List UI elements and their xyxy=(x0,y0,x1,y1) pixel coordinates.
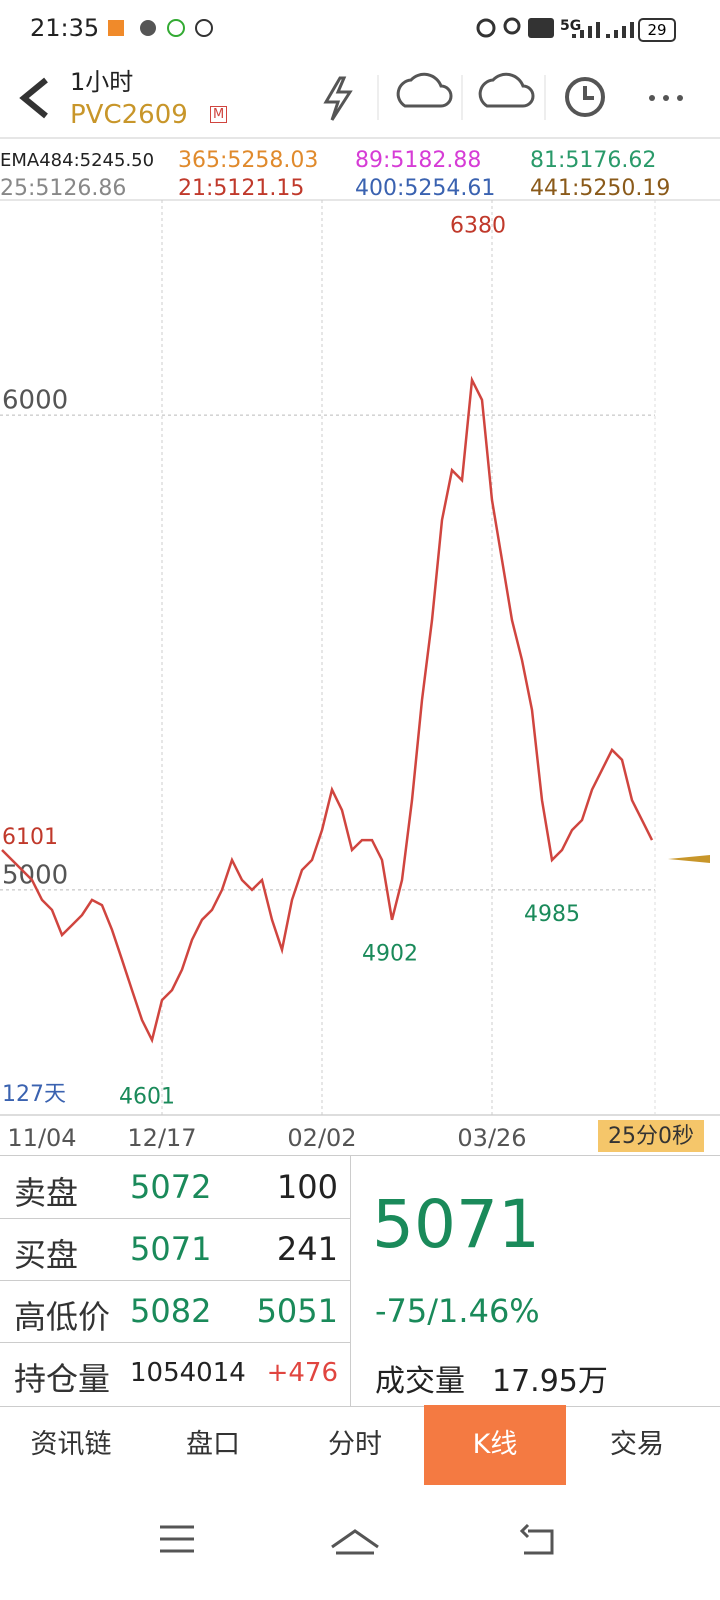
y-tick-label: 6000 xyxy=(2,386,68,416)
tab[interactable]: 分时 xyxy=(328,1429,382,1460)
row-value: 5051 xyxy=(256,1292,338,1330)
nav-bar xyxy=(160,1523,554,1555)
signal-icon xyxy=(606,22,634,38)
back-button[interactable] xyxy=(19,77,48,119)
x-tick-label: 12/17 xyxy=(127,1124,196,1152)
hd-icon xyxy=(528,18,554,38)
extreme-label: 6380 xyxy=(450,214,506,239)
indicator-label: 81:5176.62 xyxy=(530,148,656,173)
chart: EMA484:5245.50 365:5258.03 89:5182.88 81:51… xyxy=(0,148,720,1152)
row-label: 高低价 xyxy=(14,1298,111,1336)
tab[interactable]: 交易 xyxy=(610,1429,664,1460)
tab[interactable]: 盘口 xyxy=(186,1429,240,1460)
volume: 17.95万 xyxy=(492,1364,608,1399)
app-icon xyxy=(195,19,213,37)
clock: 21:35 xyxy=(30,14,100,42)
note-label: 127天 xyxy=(2,1082,66,1107)
indicator-label: 441:5250.19 xyxy=(530,176,670,201)
tab-active[interactable]: K线 xyxy=(424,1405,566,1485)
menu-button[interactable] xyxy=(160,1525,194,1553)
divider xyxy=(350,1156,351,1406)
row-value: 1054014 xyxy=(130,1358,246,1388)
more-dot[interactable] xyxy=(649,95,655,101)
symbol: PVC2609 xyxy=(70,100,188,130)
quote-row: 高低价 5082 5051 xyxy=(0,1280,350,1343)
extreme-label: 4902 xyxy=(362,941,418,966)
row-label: 卖盘 xyxy=(14,1174,79,1212)
last-price-marker xyxy=(668,855,710,863)
indicator-label: 25:5126.86 xyxy=(0,176,126,201)
row-label: 买盘 xyxy=(14,1236,79,1274)
countdown-box xyxy=(598,1120,704,1152)
clock-hand xyxy=(583,86,594,100)
cloud-icon[interactable] xyxy=(396,72,453,108)
indicator-label: 365:5258.03 xyxy=(178,148,318,173)
change: -75/1.46% xyxy=(375,1292,540,1330)
signal-icon xyxy=(572,22,600,38)
row-value: +476 xyxy=(266,1358,338,1388)
quote-panel: 卖盘 5072 100 买盘 5071 241 高低价 5082 5051 持仓量 10540… xyxy=(0,1155,720,1407)
header-icons xyxy=(0,17,720,139)
indicator-label: 400:5254.61 xyxy=(355,176,495,201)
clock-icon[interactable] xyxy=(565,77,605,117)
row-label: 持仓量 xyxy=(14,1360,111,1398)
quote-row: 买盘 5071 241 xyxy=(0,1218,350,1281)
badge: M xyxy=(210,106,228,123)
row-value: 241 xyxy=(276,1230,338,1268)
flash-icon[interactable] xyxy=(323,76,353,121)
price-line xyxy=(1,375,654,1044)
more-dot[interactable] xyxy=(663,95,669,101)
app-icon xyxy=(140,20,156,36)
cloud-icon[interactable] xyxy=(478,72,535,108)
extreme-label: 4985 xyxy=(524,902,580,927)
home-button[interactable] xyxy=(331,1529,379,1555)
countdown: 25分0秒 xyxy=(608,1124,694,1149)
battery: 29 xyxy=(638,18,676,42)
tab[interactable]: 资讯链 xyxy=(30,1429,112,1460)
app-icon xyxy=(167,19,185,37)
indicator-label: EMA484:5245.50 xyxy=(0,150,154,171)
extreme-label: 4601 xyxy=(119,1084,175,1109)
quote-row: 持仓量 1054014 +476 xyxy=(0,1342,350,1404)
row-value: 5082 xyxy=(130,1292,212,1330)
back-nav-button[interactable] xyxy=(519,1523,554,1555)
volume-label: 成交量 xyxy=(375,1364,465,1399)
indicator-label: 89:5182.88 xyxy=(355,148,481,173)
last-price: 5071 xyxy=(372,1186,540,1263)
app-icon xyxy=(108,20,124,36)
network: 5G xyxy=(560,18,582,34)
x-tick-label: 11/04 xyxy=(7,1124,76,1152)
note-label: 6101 xyxy=(2,825,58,850)
row-value: 100 xyxy=(276,1168,338,1206)
row-value: 5071 xyxy=(130,1230,212,1268)
x-tick-label: 02/02 xyxy=(287,1124,356,1152)
quote-row: 卖盘 5072 100 xyxy=(0,1156,350,1219)
indicator-label: 21:5121.15 xyxy=(178,176,304,201)
row-value: 5072 xyxy=(130,1168,212,1206)
location-icon xyxy=(503,17,521,35)
period[interactable]: 1小时 xyxy=(70,68,134,96)
x-tick-label: 03/26 xyxy=(457,1124,526,1152)
alarm-icon xyxy=(476,18,496,38)
more-dot[interactable] xyxy=(677,95,683,101)
